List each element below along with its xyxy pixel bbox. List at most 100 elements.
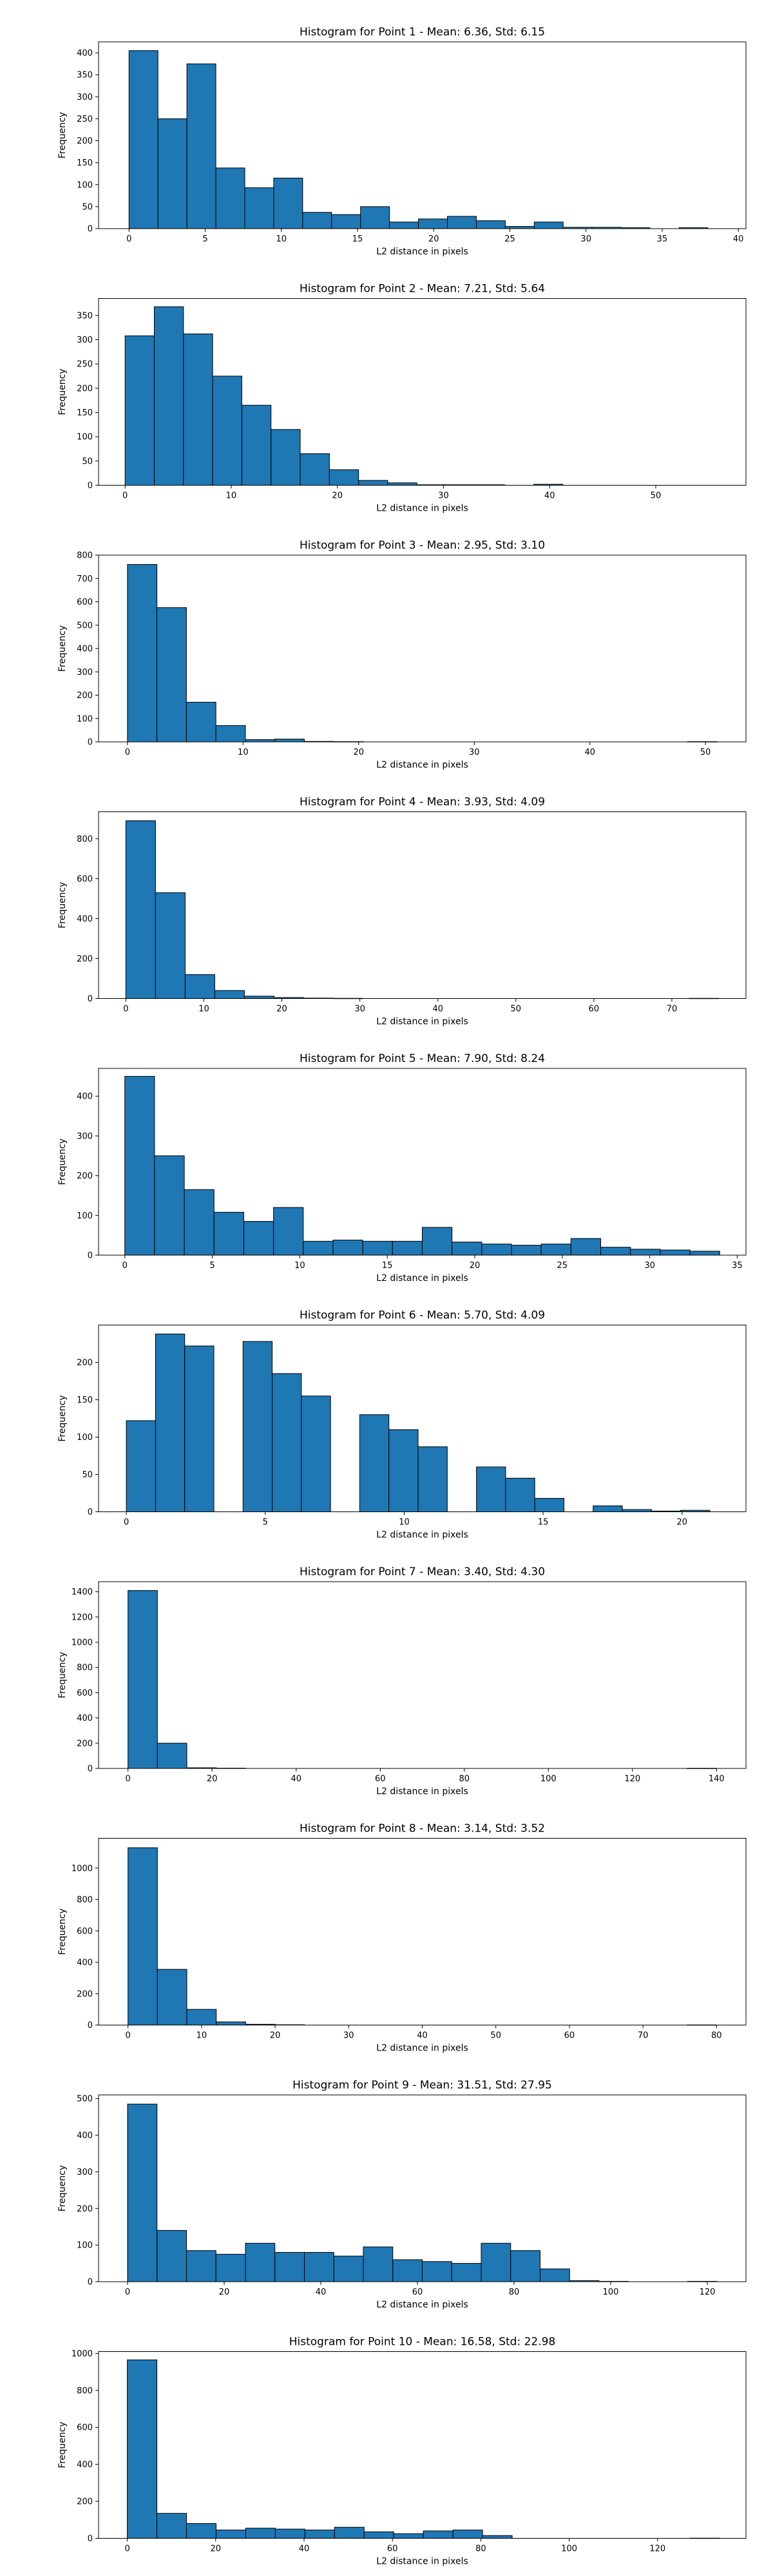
y-axis-label: Frequency (57, 112, 68, 158)
histogram-bar (124, 336, 155, 486)
x-tick-label: 0 (122, 1261, 128, 1271)
y-tick-label: 600 (77, 875, 93, 884)
plot-frame (98, 811, 747, 999)
plot-frame (98, 1325, 747, 1512)
y-axis-label: Frequency (57, 625, 68, 672)
x-tick-label: 40 (733, 234, 744, 244)
histogram-bar (184, 1345, 215, 1512)
x-tick-label: 50 (490, 2031, 501, 2041)
y-tick-label: 300 (77, 668, 93, 677)
histogram-bar (212, 375, 242, 486)
histogram-panel-2: Histogram for Point 2 - Mean: 7.21, Std:… (57, 283, 747, 514)
plot-frame (98, 298, 747, 486)
histogram-bar (422, 2261, 452, 2282)
x-tick-label: 15 (538, 1518, 549, 1528)
histogram-bar (304, 2252, 334, 2282)
histogram-bar (511, 1245, 542, 1256)
histogram-bar (452, 2530, 483, 2539)
x-tick-label: 50 (700, 748, 711, 757)
histogram-bar (126, 1420, 156, 1512)
histogram-bar (245, 2242, 276, 2282)
histogram-bar (241, 404, 272, 486)
x-tick-label: 20 (219, 2287, 230, 2297)
y-tick-label: 250 (77, 115, 93, 124)
y-axis-label: Frequency (57, 368, 68, 415)
histogram-bar (447, 216, 477, 229)
x-tick-label: 20 (332, 491, 343, 501)
histogram-bar (359, 1414, 390, 1512)
x-tick-label: 80 (459, 1774, 470, 1784)
histogram-bar (157, 118, 187, 229)
histogram-bar (274, 2528, 305, 2539)
histogram-bar (154, 1155, 185, 1256)
histogram-panel-1: Histogram for Point 1 - Mean: 6.36, Std:… (57, 26, 747, 257)
histogram-bar (271, 429, 301, 486)
histogram-panel-4: Histogram for Point 4 - Mean: 3.93, Std:… (57, 796, 747, 1027)
plot-frame (98, 1838, 747, 2025)
histogram-bar (540, 1244, 571, 1256)
histogram-bar (184, 1189, 215, 1256)
histogram-bar (157, 607, 187, 743)
histogram-panel-6: Histogram for Point 6 - Mean: 5.70, Std:… (57, 1309, 747, 1540)
y-axis-label: Frequency (57, 2165, 68, 2211)
x-tick-label: 15 (352, 234, 363, 244)
y-tick-label: 600 (77, 2423, 93, 2433)
x-axis-label: L2 distance in pixels (376, 247, 468, 257)
x-tick-label: 0 (122, 491, 128, 501)
x-tick-label: 0 (126, 1774, 131, 1784)
x-axis-label: L2 distance in pixels (376, 1530, 468, 1540)
x-tick-label: 70 (667, 1005, 678, 1014)
histogram-bar (331, 214, 361, 229)
y-tick-label: 800 (77, 551, 93, 561)
x-tick-label: 30 (354, 1005, 365, 1014)
y-axis-label: Frequency (57, 1395, 68, 1441)
x-tick-label: 80 (711, 2031, 722, 2041)
x-tick-label: 60 (589, 1005, 600, 1014)
plot-frame (98, 2351, 747, 2539)
x-tick-label: 10 (294, 1261, 305, 1271)
y-tick-label: 800 (77, 1895, 93, 1905)
chart-title: Histogram for Point 3 - Mean: 2.95, Std:… (300, 539, 545, 552)
x-tick-label: 60 (387, 2544, 398, 2554)
x-tick-label: 30 (469, 748, 480, 757)
x-tick-label: 40 (316, 2287, 327, 2297)
histogram-bar (184, 974, 215, 999)
histogram-bar (127, 2103, 158, 2282)
chart-title: Histogram for Point 5 - Mean: 7.90, Std:… (300, 1052, 545, 1065)
histogram-bar (245, 739, 276, 743)
y-tick-label: 0 (88, 225, 93, 234)
histogram-bar (660, 1249, 691, 1256)
x-axis-label: L2 distance in pixels (376, 1273, 468, 1283)
histogram-bar (570, 1238, 602, 1256)
histogram-bar (186, 2250, 216, 2282)
histogram-bar (273, 1207, 304, 1256)
plot-frame (98, 41, 747, 229)
histogram-bar (389, 222, 419, 229)
x-tick-label: 0 (126, 234, 131, 244)
x-axis-label: L2 distance in pixels (376, 1017, 468, 1027)
histogram-bar (154, 306, 184, 486)
histogram-bar (362, 1240, 393, 1256)
y-tick-label: 0 (88, 2278, 93, 2287)
x-tick-label: 15 (382, 1261, 393, 1271)
histogram-panel-8: Histogram for Point 8 - Mean: 3.14, Std:… (57, 1823, 747, 2054)
histogram-bar (300, 453, 330, 486)
histogram-bar (417, 1446, 448, 1513)
x-tick-label: 5 (209, 1261, 215, 1271)
y-tick-label: 0 (88, 738, 93, 748)
x-tick-label: 30 (580, 234, 591, 244)
histogram-bar (303, 1240, 334, 1256)
x-axis-label: L2 distance in pixels (376, 2300, 468, 2310)
histogram-panel-7: Histogram for Point 7 - Mean: 3.40, Std:… (57, 1566, 747, 1797)
x-tick-label: 120 (624, 1774, 640, 1784)
x-tick-label: 10 (238, 748, 249, 757)
y-tick-label: 100 (77, 180, 93, 190)
histogram-bar (244, 187, 274, 229)
y-tick-label: 100 (77, 1211, 93, 1221)
x-tick-label: 40 (291, 1774, 301, 1784)
x-tick-label: 35 (657, 234, 668, 244)
x-tick-label: 50 (511, 1005, 522, 1014)
histogram-bar (242, 1341, 273, 1513)
x-tick-label: 0 (125, 748, 130, 757)
